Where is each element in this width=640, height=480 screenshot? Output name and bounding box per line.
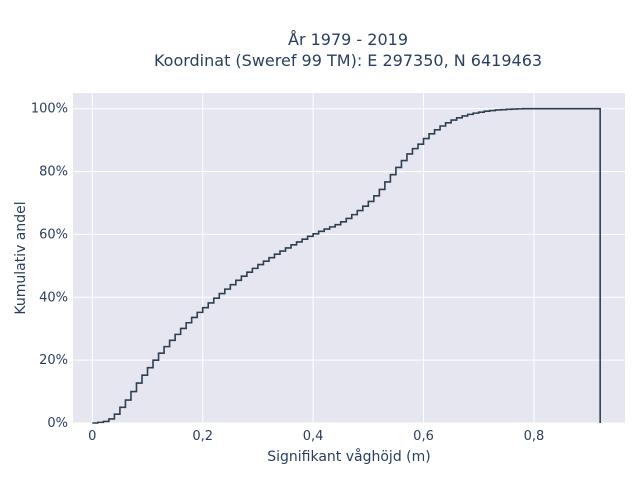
y-tick-label: 60% <box>39 227 68 242</box>
series-layer <box>92 107 601 424</box>
y-tick-label: 100% <box>31 102 68 117</box>
y-axis-ticks: 0% 20% 40% 60% 80% 100% <box>31 102 68 431</box>
plot-area <box>73 93 625 423</box>
chart-title-line-1: År 1979 - 2019 <box>288 30 408 49</box>
y-tick-label: 40% <box>39 290 68 305</box>
x-tick-label: 0 <box>88 429 96 444</box>
y-tick-label: 20% <box>39 353 68 368</box>
x-tick-label: 0,2 <box>192 429 213 444</box>
x-axis-label: Signifikant våghöjd (m) <box>267 448 430 465</box>
x-axis-ticks: 0 0,2 0,4 0,6 0,8 <box>88 429 544 444</box>
x-tick-label: 0,6 <box>413 429 434 444</box>
x-tick-label: 0,4 <box>303 429 324 444</box>
chart-title-line-2: Koordinat (Sweref 99 TM): E 297350, N 64… <box>154 51 542 70</box>
y-tick-label: 0% <box>47 416 68 431</box>
y-axis-label: Kumulativ andel <box>13 201 29 314</box>
cumulative-step-line <box>92 107 601 424</box>
y-tick-label: 80% <box>39 165 68 180</box>
x-tick-label: 0,8 <box>524 429 545 444</box>
